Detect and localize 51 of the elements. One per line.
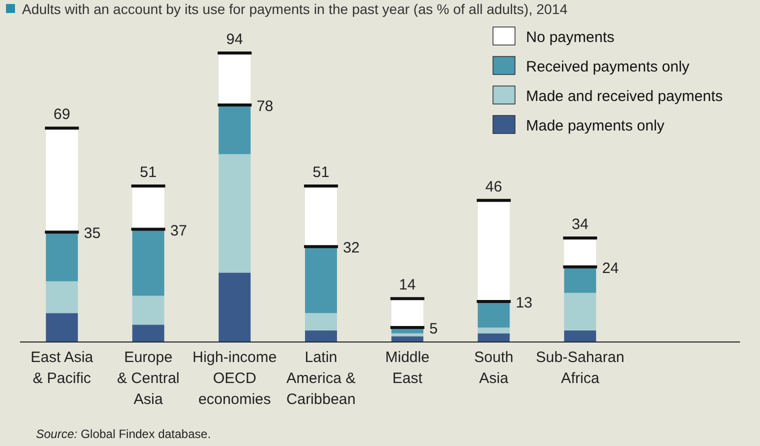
x-tick-label: South Asia: [474, 349, 514, 387]
bar: [478, 328, 510, 334]
annotation: 51: [140, 164, 157, 181]
bar: [478, 200, 510, 302]
chart-title: Adults with an account by its use for payments in the past year (as % of all adults), 2014: [22, 1, 568, 17]
bar: [564, 292, 596, 330]
annotation: 94: [226, 31, 243, 48]
bar: [132, 324, 164, 342]
legend-label: Received payments only: [526, 58, 690, 76]
annotation: 24: [602, 260, 619, 277]
bar: [305, 246, 337, 314]
bar: [564, 330, 596, 342]
bar: [132, 229, 164, 296]
x-tick-label: Europe & Central Asia: [116, 349, 180, 408]
annotation: 78: [256, 98, 274, 116]
annotation: 5: [429, 320, 438, 338]
legend-label: Made payments only: [526, 118, 665, 134]
bar: [218, 53, 251, 106]
annotation: 37: [170, 222, 187, 240]
bar: [218, 105, 251, 154]
annotation: 35: [84, 225, 101, 242]
bar: [305, 313, 337, 330]
annotation: 34: [572, 216, 588, 233]
bar: [564, 266, 596, 293]
annotation: 32: [342, 240, 360, 257]
bar: [305, 186, 337, 247]
x-tick-label: High-income OECD economies: [192, 349, 277, 408]
bar: [132, 186, 164, 230]
annotation: 69: [54, 106, 70, 124]
source-note: Source: Global Findex database.: [36, 427, 211, 441]
x-tick-label: Sub-Saharan Africa: [536, 349, 624, 387]
legend-label: No payments: [526, 29, 614, 46]
x-tick-label: Latin America & Caribbean: [286, 349, 356, 408]
bar: [218, 154, 251, 273]
bar: [478, 333, 510, 342]
x-tick-label: East Asia & Pacific: [30, 349, 94, 387]
bar: [305, 330, 337, 342]
bar: [132, 296, 164, 325]
bar: [46, 232, 78, 282]
bar: [46, 128, 78, 232]
bar: [218, 272, 251, 342]
bar: [391, 336, 424, 342]
annotation: 46: [485, 178, 502, 196]
x-tick-label: Middle East: [385, 349, 430, 387]
annotation: 51: [312, 164, 330, 181]
bar: [478, 302, 510, 328]
legend-label: Made and received payments: [526, 88, 723, 105]
bar: [46, 281, 78, 314]
annotation: 13: [516, 294, 532, 312]
bar: [46, 313, 78, 342]
annotation: 14: [399, 276, 416, 294]
